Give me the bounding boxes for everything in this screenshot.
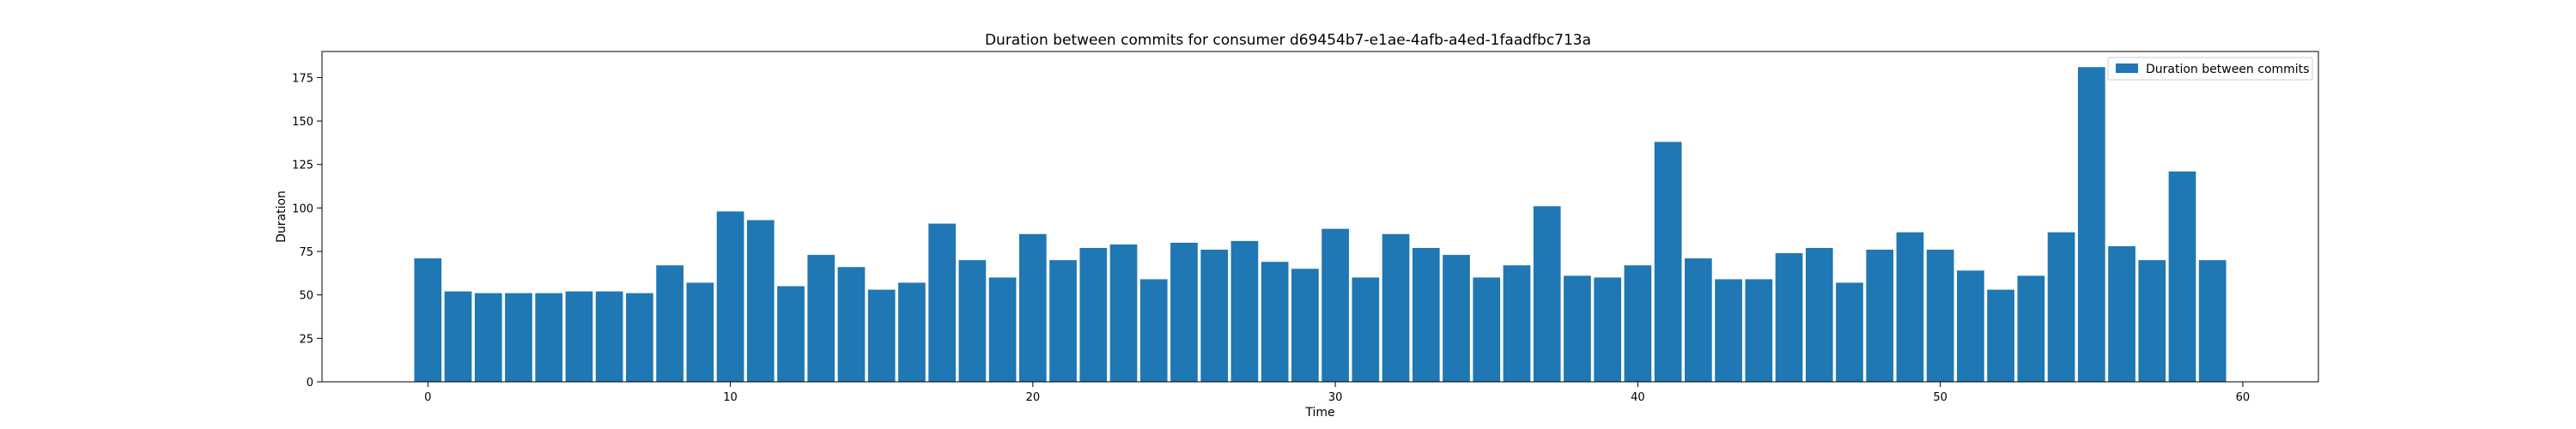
bar — [1018, 233, 1047, 382]
bar — [1352, 277, 1380, 382]
bar — [565, 291, 593, 382]
x-tick-label: 60 — [2236, 391, 2251, 404]
x-tick-label: 20 — [1026, 391, 1041, 404]
bar — [988, 277, 1017, 382]
y-tick-label: 150 — [292, 116, 313, 129]
y-tick-label: 175 — [292, 72, 313, 85]
bar — [535, 293, 563, 382]
bar — [2198, 260, 2227, 382]
bar — [2168, 171, 2196, 382]
bar — [958, 260, 987, 382]
bar — [867, 289, 896, 382]
bar — [1079, 247, 1108, 382]
bar — [2138, 260, 2166, 382]
bar — [1594, 277, 1622, 382]
bar — [2077, 67, 2105, 382]
y-tick-label: 125 — [292, 160, 313, 172]
bar — [1926, 250, 1954, 382]
bar — [1987, 289, 2014, 382]
bar — [1564, 275, 1591, 382]
bar — [1684, 258, 1712, 382]
chart-title: Duration between commits for consumer d6… — [985, 32, 1591, 49]
bar — [746, 220, 775, 382]
bar — [505, 293, 532, 382]
bar — [1533, 206, 1561, 382]
bar — [777, 286, 805, 382]
bar — [1836, 282, 1863, 382]
bar — [1291, 269, 1319, 382]
bar — [1109, 244, 1138, 382]
bar — [716, 211, 744, 382]
legend: Duration between commits — [2107, 57, 2313, 81]
x-axis-label: Time — [1304, 406, 1334, 420]
plot-frame — [321, 51, 2319, 383]
bar — [2017, 275, 2045, 382]
bar — [595, 291, 623, 382]
bar — [1473, 277, 1501, 382]
bar — [1805, 247, 1833, 382]
legend-swatch — [2116, 63, 2138, 73]
bar — [1745, 279, 1773, 382]
bar — [1412, 247, 1440, 382]
bar — [1049, 260, 1077, 382]
bar — [1443, 255, 1470, 382]
bar — [626, 293, 653, 382]
bar — [1866, 250, 1894, 382]
bar — [1261, 262, 1289, 382]
bar — [1200, 250, 1229, 382]
bar — [837, 267, 866, 382]
y-tick-label: 75 — [299, 246, 313, 259]
legend-label: Duration between commits — [2146, 63, 2309, 76]
x-tick-label: 50 — [1933, 391, 1947, 404]
bar — [1654, 142, 1682, 383]
bar — [807, 255, 835, 382]
bar — [474, 293, 502, 382]
y-tick-label: 0 — [307, 377, 313, 390]
x-tick-label: 40 — [1631, 391, 1645, 404]
bar — [1139, 279, 1168, 382]
bar — [1624, 265, 1652, 382]
bar — [1775, 253, 1803, 382]
bar — [444, 291, 472, 382]
bar — [686, 282, 714, 382]
bar — [2108, 245, 2136, 382]
bar — [1170, 242, 1198, 382]
y-tick-label: 50 — [299, 290, 313, 303]
x-tick-label: 0 — [424, 391, 431, 404]
y-axis-ticks: 0 25 50 75 100 125 150 175 — [292, 72, 322, 390]
x-tick-label: 10 — [723, 391, 738, 404]
bar — [656, 265, 683, 382]
x-axis-ticks: 0 10 20 30 40 50 60 — [424, 382, 2250, 404]
legend-box — [2107, 57, 2313, 81]
bar — [1957, 270, 1984, 382]
bar — [414, 258, 442, 382]
y-axis-label: Duration — [275, 190, 289, 243]
bar — [1382, 233, 1410, 382]
y-tick-label: 25 — [299, 333, 313, 346]
x-tick-label: 30 — [1328, 391, 1343, 404]
bars-group — [414, 67, 2227, 383]
bar — [1321, 228, 1349, 382]
bar — [2047, 232, 2075, 382]
bar — [928, 223, 957, 382]
bar — [1503, 265, 1531, 382]
bar — [1896, 232, 1924, 382]
bar — [1230, 240, 1259, 382]
y-tick-label: 100 — [292, 202, 313, 215]
bar — [898, 282, 926, 382]
bar — [1715, 279, 1742, 382]
